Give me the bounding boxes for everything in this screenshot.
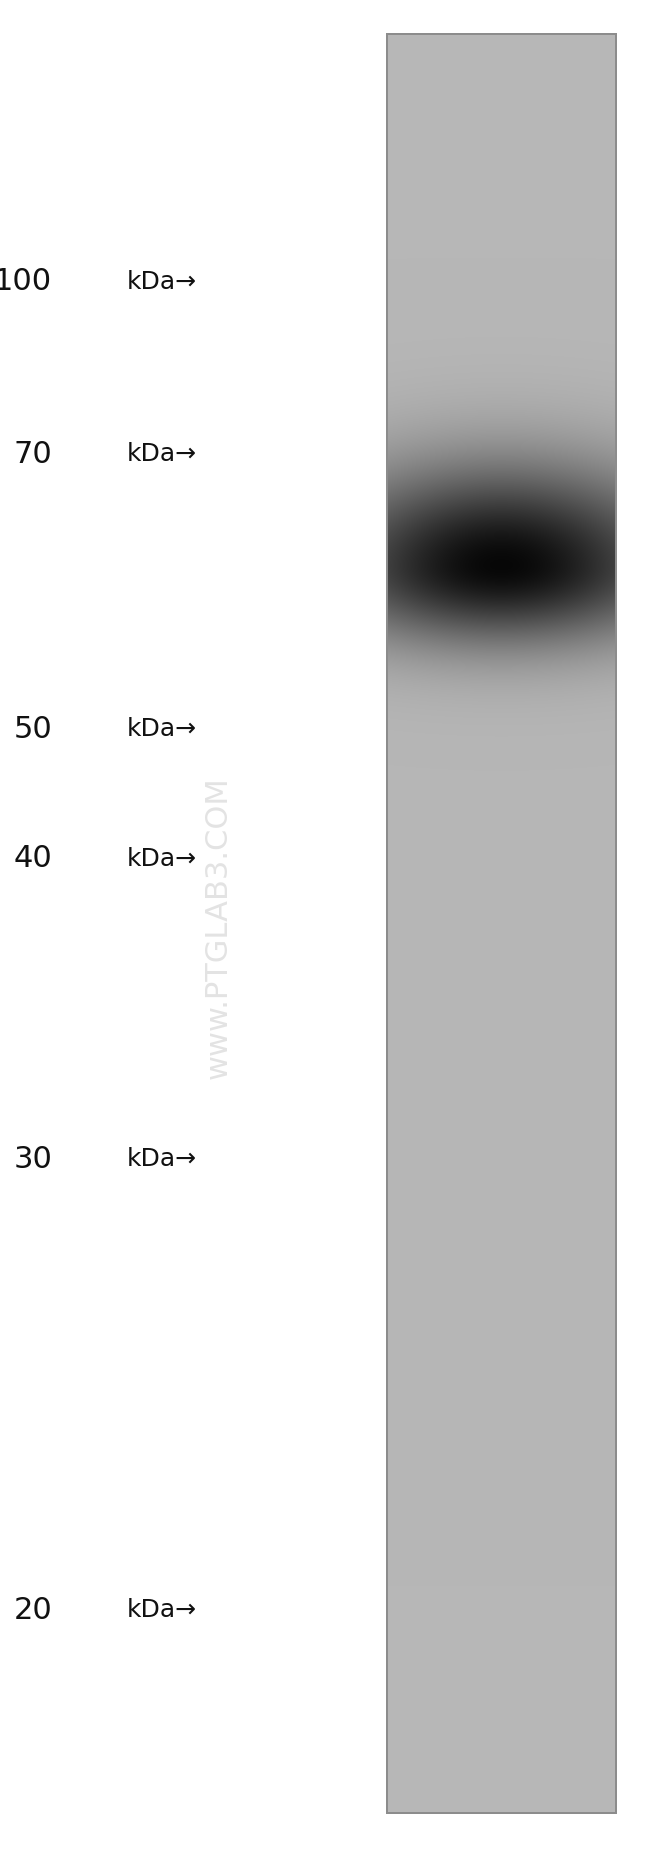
Text: 50: 50 [13,714,52,744]
Text: kDa→: kDa→ [127,848,197,870]
Text: 40: 40 [13,844,52,874]
Text: kDa→: kDa→ [127,443,197,466]
Text: 70: 70 [13,440,52,469]
Text: 100: 100 [0,267,52,297]
Text: kDa→: kDa→ [127,1599,197,1621]
Text: kDa→: kDa→ [127,271,197,293]
Text: www.PTGLAB3.COM: www.PTGLAB3.COM [203,775,232,1080]
Text: 20: 20 [13,1595,52,1625]
Text: kDa→: kDa→ [127,1148,197,1171]
Text: 30: 30 [13,1145,52,1174]
Text: kDa→: kDa→ [127,718,197,740]
